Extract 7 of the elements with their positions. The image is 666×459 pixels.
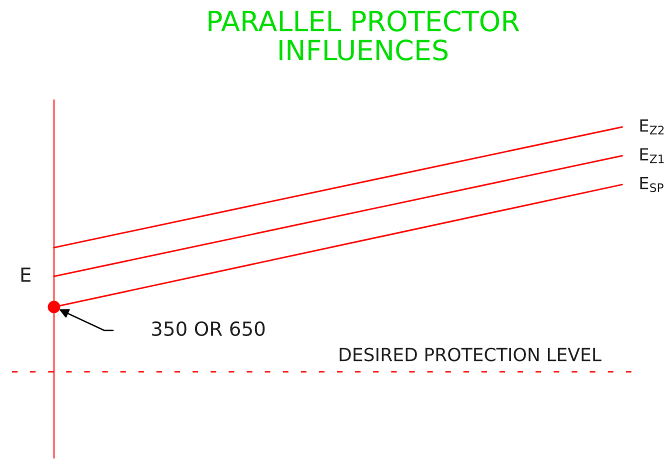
series-label: E$_{Z2}$ xyxy=(640,119,664,134)
ref-line-label: DESIRED PROTECTION LEVEL xyxy=(340,348,602,362)
series-label: E$_{Z1}$ xyxy=(640,148,664,164)
text: 350 OR 650 xyxy=(152,321,265,336)
series-label: E$_{SP}$ xyxy=(640,177,664,192)
chart-title: PARALLEL PROTECTOR INFLUENCES xyxy=(208,10,520,61)
y-axis-title: E xyxy=(21,268,30,282)
